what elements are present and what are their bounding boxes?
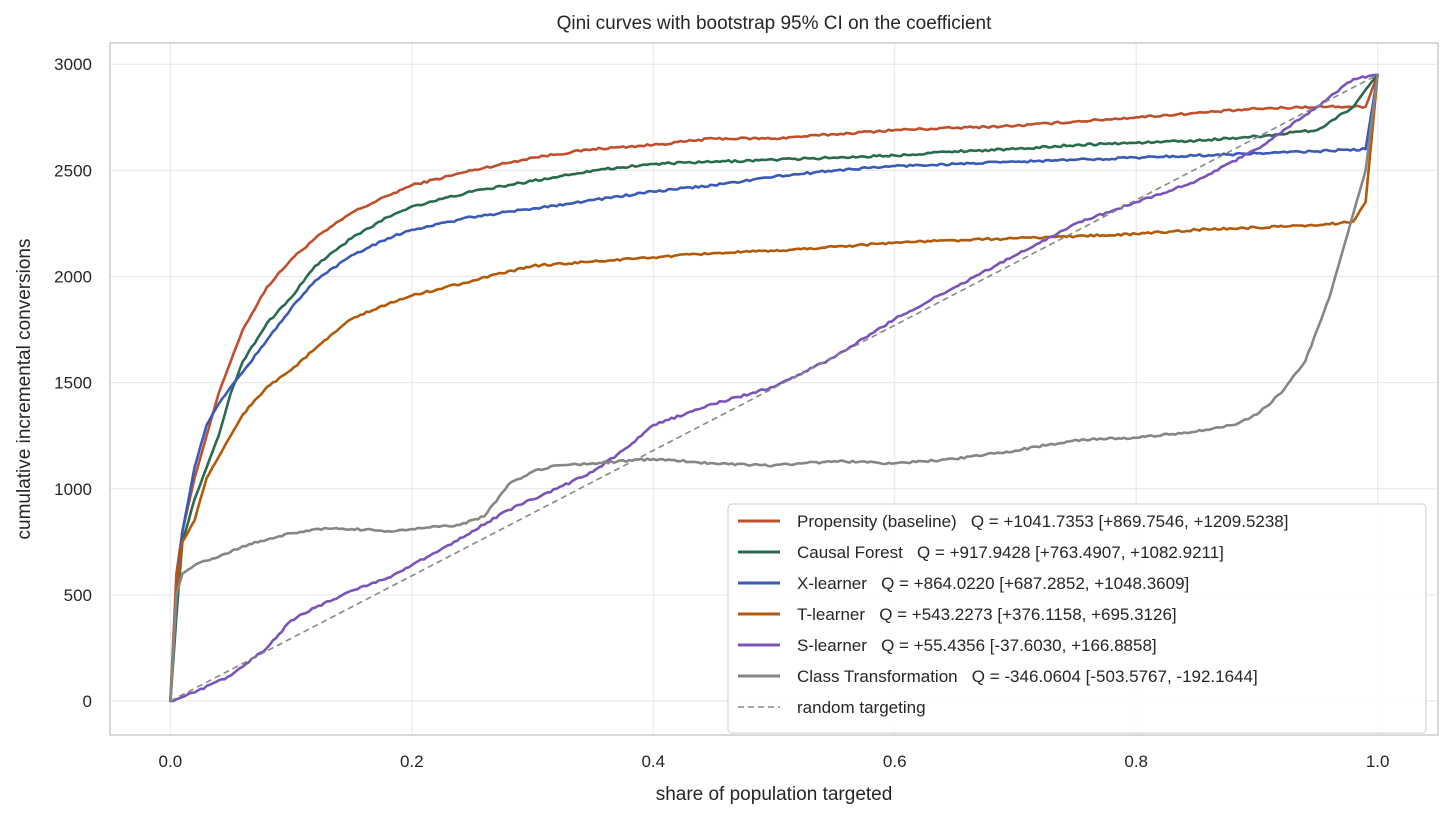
y-tick-label: 2500 xyxy=(54,161,92,180)
series-line-3 xyxy=(169,73,1379,703)
grid xyxy=(110,43,1438,735)
y-tick-label: 2000 xyxy=(54,267,92,286)
x-tick-label: 0.2 xyxy=(400,752,424,771)
x-tick-label: 0.0 xyxy=(159,752,183,771)
legend: Propensity (baseline) Q = +1041.7353 [+8… xyxy=(727,503,1427,734)
x-tick-label: 0.4 xyxy=(641,752,665,771)
y-tick-label: 3000 xyxy=(54,55,92,74)
series-line-5 xyxy=(169,73,1379,703)
series-line-4 xyxy=(169,73,1379,703)
y-tick-label: 0 xyxy=(83,692,92,711)
tick-labels: 0.0 0.2 0.4 0.6 0.8 1.0 0 500 1000 1500 2000 2500 30… xyxy=(54,55,1389,771)
legend-label: random targeting xyxy=(797,698,926,717)
legend-label: Propensity (baseline) Q = +1041.7353 [+8… xyxy=(797,512,1288,531)
legend-label: Class Transformation Q = -346.0604 [-503… xyxy=(797,667,1258,686)
chart-title: Qini curves with bootstrap 95% CI on the… xyxy=(557,13,992,34)
series-lines xyxy=(169,73,1379,703)
y-tick-label: 1000 xyxy=(54,480,92,499)
x-tick-label: 0.6 xyxy=(883,752,907,771)
legend-box xyxy=(727,503,1427,734)
series-line-6 xyxy=(169,73,1379,703)
series-line-1 xyxy=(169,73,1379,703)
y-axis-label: cumulative incremental conversions xyxy=(14,239,35,540)
x-axis-label: share of population targeted xyxy=(656,784,893,805)
legend-label: T-learner Q = +543.2273 [+376.1158, +695… xyxy=(797,605,1177,624)
x-tick-label: 1.0 xyxy=(1366,752,1390,771)
series-line-2 xyxy=(169,73,1379,703)
series-line-random-targeting xyxy=(170,74,1378,702)
x-tick-label: 0.8 xyxy=(1124,752,1148,771)
legend-label: S-learner Q = +55.4356 [-37.6030, +166.8… xyxy=(797,636,1157,655)
y-tick-label: 500 xyxy=(64,586,92,605)
y-tick-label: 1500 xyxy=(54,374,92,393)
legend-label: X-learner Q = +864.0220 [+687.2852, +104… xyxy=(797,574,1189,593)
legend-label: Causal Forest Q = +917.9428 [+763.4907, … xyxy=(797,543,1224,562)
plot-frame xyxy=(109,42,1439,736)
